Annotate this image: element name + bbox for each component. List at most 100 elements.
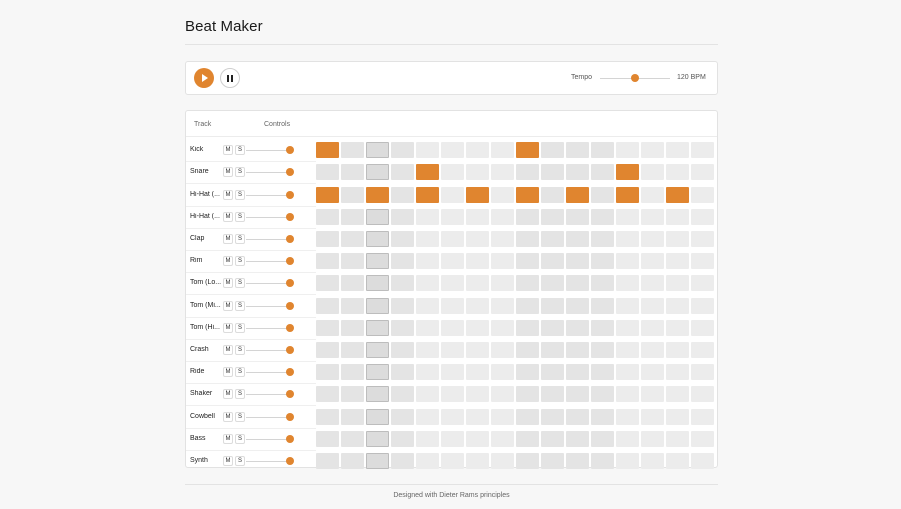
step-cell[interactable] [641, 386, 664, 403]
step-cell[interactable] [591, 164, 614, 181]
step-cell[interactable] [391, 253, 414, 270]
step-cell[interactable] [341, 452, 364, 469]
volume-slider-handle[interactable] [286, 168, 294, 177]
step-cell[interactable] [341, 408, 364, 425]
step-cell[interactable] [516, 142, 539, 159]
step-cell[interactable] [416, 297, 439, 314]
step-cell[interactable] [491, 275, 514, 292]
step-cell[interactable] [491, 230, 514, 247]
step-cell[interactable] [441, 430, 464, 447]
step-cell[interactable] [691, 275, 714, 292]
step-cell[interactable] [466, 253, 489, 270]
step-cell[interactable] [466, 408, 489, 425]
step-cell[interactable] [441, 341, 464, 358]
step-cell[interactable] [466, 297, 489, 314]
step-cell[interactable] [441, 253, 464, 270]
step-cell[interactable] [316, 186, 339, 203]
step-cell[interactable] [416, 452, 439, 469]
step-cell[interactable] [666, 319, 689, 336]
step-cell[interactable] [516, 452, 539, 469]
step-cell[interactable] [366, 253, 389, 270]
step-cell[interactable] [516, 186, 539, 203]
step-cell[interactable] [466, 364, 489, 381]
step-cell[interactable] [516, 430, 539, 447]
step-cell[interactable] [341, 430, 364, 447]
step-cell[interactable] [691, 164, 714, 181]
volume-slider[interactable] [246, 283, 290, 285]
step-cell[interactable] [316, 208, 339, 225]
step-cell[interactable] [691, 253, 714, 270]
step-cell[interactable] [316, 319, 339, 336]
volume-slider[interactable] [246, 194, 290, 196]
step-cell[interactable] [616, 275, 639, 292]
step-cell[interactable] [566, 208, 589, 225]
step-cell[interactable] [691, 408, 714, 425]
step-cell[interactable] [341, 230, 364, 247]
step-cell[interactable] [391, 452, 414, 469]
step-cell[interactable] [416, 186, 439, 203]
step-cell[interactable] [466, 275, 489, 292]
step-cell[interactable] [466, 186, 489, 203]
step-cell[interactable] [341, 364, 364, 381]
solo-button[interactable]: S [235, 455, 245, 466]
step-cell[interactable] [316, 408, 339, 425]
volume-slider[interactable] [246, 438, 290, 440]
step-cell[interactable] [616, 341, 639, 358]
step-cell[interactable] [516, 230, 539, 247]
step-cell[interactable] [566, 341, 589, 358]
step-cell[interactable] [541, 364, 564, 381]
step-cell[interactable] [666, 208, 689, 225]
step-cell[interactable] [541, 275, 564, 292]
solo-button[interactable]: S [235, 233, 245, 244]
volume-slider-handle[interactable] [286, 390, 294, 399]
step-cell[interactable] [391, 408, 414, 425]
step-cell[interactable] [366, 142, 389, 159]
step-cell[interactable] [341, 386, 364, 403]
step-cell[interactable] [491, 452, 514, 469]
step-cell[interactable] [541, 297, 564, 314]
step-cell[interactable] [591, 253, 614, 270]
step-cell[interactable] [641, 319, 664, 336]
step-cell[interactable] [316, 253, 339, 270]
step-cell[interactable] [566, 230, 589, 247]
step-cell[interactable] [691, 386, 714, 403]
step-cell[interactable] [466, 319, 489, 336]
step-cell[interactable] [366, 186, 389, 203]
step-cell[interactable] [641, 341, 664, 358]
step-cell[interactable] [691, 142, 714, 159]
step-cell[interactable] [541, 408, 564, 425]
step-cell[interactable] [591, 297, 614, 314]
step-cell[interactable] [666, 452, 689, 469]
step-cell[interactable] [366, 364, 389, 381]
volume-slider[interactable] [246, 238, 290, 240]
step-cell[interactable] [641, 275, 664, 292]
step-cell[interactable] [441, 230, 464, 247]
volume-slider[interactable] [246, 216, 290, 218]
solo-button[interactable]: S [235, 300, 245, 311]
step-cell[interactable] [441, 408, 464, 425]
step-cell[interactable] [391, 186, 414, 203]
step-cell[interactable] [416, 408, 439, 425]
step-cell[interactable] [666, 253, 689, 270]
step-cell[interactable] [441, 364, 464, 381]
step-cell[interactable] [341, 253, 364, 270]
step-cell[interactable] [341, 142, 364, 159]
step-cell[interactable] [391, 364, 414, 381]
step-cell[interactable] [391, 297, 414, 314]
step-cell[interactable] [691, 452, 714, 469]
solo-button[interactable]: S [235, 389, 245, 400]
step-cell[interactable] [416, 230, 439, 247]
solo-button[interactable]: S [235, 278, 245, 289]
step-cell[interactable] [316, 341, 339, 358]
step-cell[interactable] [691, 319, 714, 336]
mute-button[interactable]: M [223, 389, 233, 400]
step-cell[interactable] [391, 164, 414, 181]
step-cell[interactable] [316, 430, 339, 447]
volume-slider[interactable] [246, 372, 290, 374]
solo-button[interactable]: S [235, 367, 245, 378]
mute-button[interactable]: M [223, 455, 233, 466]
volume-slider-handle[interactable] [286, 190, 294, 199]
step-cell[interactable] [491, 341, 514, 358]
step-cell[interactable] [591, 341, 614, 358]
step-cell[interactable] [566, 186, 589, 203]
